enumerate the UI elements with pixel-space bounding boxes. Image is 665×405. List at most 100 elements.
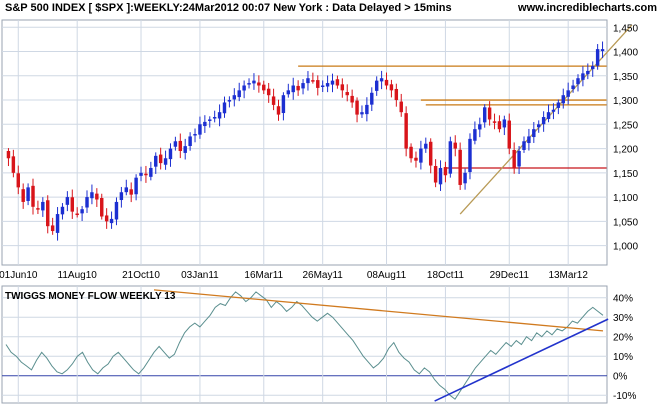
price-candle [85, 197, 89, 208]
price-candle [16, 173, 20, 188]
price-candle [296, 85, 300, 91]
price-candle [50, 225, 55, 232]
price-candle [556, 102, 561, 108]
price-candle [247, 83, 251, 85]
price-candle [591, 66, 595, 70]
chart-title: S&P 500 INDEX [ $SPX ]:WEEKLY:24Mar2012 … [5, 2, 452, 14]
price-candle [355, 100, 359, 115]
price-candle [222, 102, 227, 114]
price-x-tick-label: 03Jan11 [181, 270, 219, 281]
price-candle [301, 83, 305, 89]
price-candle [330, 80, 335, 85]
price-candle [21, 189, 25, 202]
price-candle [262, 84, 266, 91]
price-candle [379, 78, 384, 82]
price-candle [193, 134, 197, 136]
price-candle [448, 141, 453, 174]
price-candle [600, 49, 605, 52]
price-x-tick-label: 16Mar11 [244, 270, 283, 281]
price-x-tick-label: 08Aug11 [367, 270, 407, 281]
price-candle [512, 149, 516, 168]
price-candle [360, 112, 364, 115]
price-candle [571, 85, 575, 90]
price-candle [453, 142, 457, 149]
price-candle [394, 88, 399, 101]
price-candle [404, 113, 408, 149]
price-candle [65, 197, 70, 205]
price-candles [6, 41, 605, 241]
price-candle [409, 146, 413, 159]
price-candle [227, 100, 232, 102]
price-y-tick-label: 1,000 [613, 242, 638, 253]
price-candle [536, 124, 541, 128]
price-candle [237, 90, 241, 98]
price-y-tick-label: 1,100 [613, 193, 638, 204]
price-candle [26, 187, 30, 201]
price-candle [576, 78, 580, 85]
price-candle [389, 84, 394, 91]
price-candle [414, 157, 418, 161]
price-candle [595, 49, 600, 66]
price-candle [374, 80, 379, 91]
price-candle [46, 200, 50, 227]
money-flow-trendline-down [153, 289, 604, 332]
money-flow-y-tick-label: 10% [613, 352, 633, 363]
price-candle [517, 150, 521, 167]
price-candle [546, 112, 551, 119]
price-x-tick-label: 13Mar12 [548, 270, 588, 281]
price-candle [60, 206, 65, 215]
price-candle [438, 167, 443, 185]
price-candle [384, 79, 389, 86]
price-candle [217, 112, 222, 119]
price-plot-area [1, 19, 608, 266]
price-candle [95, 193, 99, 200]
price-candle [286, 90, 291, 95]
price-x-tick-label: 29Dec11 [490, 270, 530, 281]
price-candle [252, 80, 256, 84]
price-candle [55, 214, 60, 233]
price-candle [507, 120, 511, 149]
site-link[interactable]: www.incrediblecharts.com [518, 2, 657, 14]
money-flow-plot-area [1, 285, 608, 404]
money-flow-y-tick-label: 0% [613, 372, 628, 383]
money-flow-y-axis: 40% 30% 20% 10% 0% -10% [613, 294, 636, 403]
price-candle [468, 138, 472, 173]
price-candle [31, 185, 35, 207]
price-candle [433, 166, 438, 183]
price-candle [541, 117, 546, 125]
price-candle [11, 156, 16, 173]
price-panel: 1,000 1,050 1,100 1,150 1,200 1,250 1,300 1,350… [0, 19, 638, 281]
price-candle [522, 141, 526, 150]
price-candle [492, 121, 497, 123]
price-y-tick-label: 1,250 [613, 120, 638, 131]
price-candle [100, 198, 104, 217]
price-horizontal-lines [298, 24, 633, 215]
price-candle [178, 140, 183, 151]
price-candle [463, 172, 467, 184]
price-candle [428, 141, 433, 166]
price-candle [335, 79, 340, 86]
price-candle [41, 201, 45, 211]
price-candle [208, 119, 212, 121]
price-candle [291, 85, 295, 93]
price-candle [473, 129, 477, 141]
price-candle [183, 146, 187, 153]
price-candle [104, 215, 109, 222]
price-candle [276, 106, 281, 115]
money-flow-trendline-up [434, 318, 609, 402]
price-grid [2, 20, 607, 265]
price-candle [119, 192, 124, 201]
price-candle [203, 121, 207, 127]
price-y-tick-label: 1,450 [613, 23, 638, 34]
price-candle [163, 158, 168, 165]
price-x-tick-label: 01Jun10 [0, 270, 38, 281]
price-x-axis: 01Jun10 11Aug10 21Oct10 03Jan11 16Mar11 26May… [0, 270, 588, 281]
money-flow-title: TWIGGS MONEY FLOW WEEKLY 13 [5, 291, 176, 302]
price-candle [311, 80, 315, 82]
price-candle [581, 73, 585, 80]
money-flow-y-tick-label: 40% [613, 294, 633, 305]
price-y-tick-label: 1,050 [613, 217, 638, 228]
money-flow-series [5, 289, 609, 402]
price-y-axis: 1,000 1,050 1,100 1,150 1,200 1,250 1,300 1,350… [613, 23, 638, 252]
price-candle [6, 150, 11, 159]
